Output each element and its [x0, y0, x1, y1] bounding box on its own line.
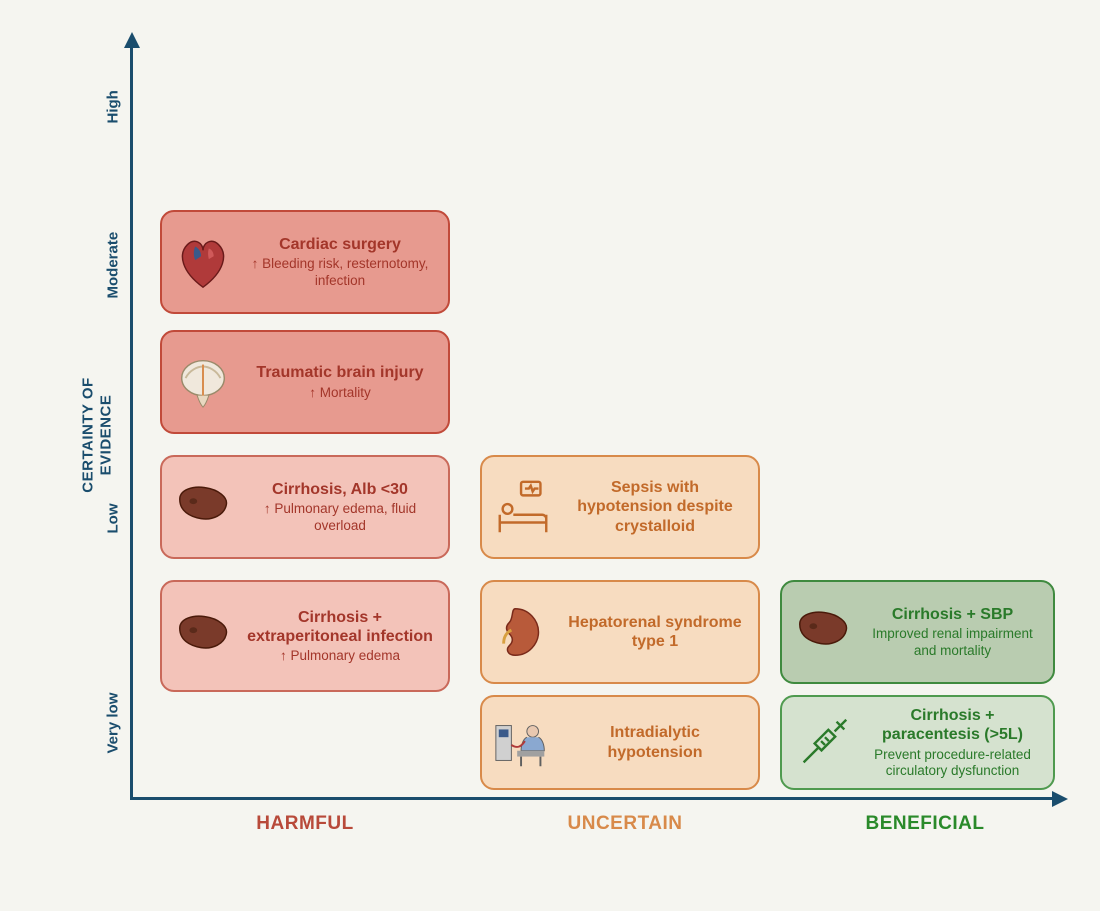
- x-axis-arrow-icon: [1052, 791, 1068, 807]
- card-intradialytic: Intradialytic hypotension: [480, 695, 760, 790]
- card-cirrhosis-alb: Cirrhosis, Alb <30 ↑ Pulmonary edema, fl…: [160, 455, 450, 559]
- card-paracentesis: Cirrhosis + paracentesis (>5L) Prevent p…: [780, 695, 1055, 790]
- syringe-icon: [792, 712, 854, 774]
- card-traumatic-brain-injury: Traumatic brain injury ↑ Mortality: [160, 330, 450, 434]
- card-cirrhosis-extraperitoneal: Cirrhosis + extraperitoneal infection ↑ …: [160, 580, 450, 692]
- card-title: Hepatorenal syndrome type 1: [562, 613, 748, 651]
- card-subtitle: Prevent procedure-related circulatory dy…: [862, 747, 1043, 779]
- card-title: Intradialytic hypotension: [562, 723, 748, 761]
- hospital-bed-icon: [492, 476, 554, 538]
- brain-icon: [172, 351, 234, 413]
- y-axis-title: CERTAINTY OF EVIDENCE: [80, 377, 116, 492]
- card-subtitle: Improved renal impairment and mortality: [862, 626, 1043, 658]
- card-title: Traumatic brain injury: [242, 363, 438, 382]
- liver-icon: [172, 605, 234, 667]
- x-tick-uncertain: UNCERTAIN: [568, 813, 683, 835]
- card-subtitle: ↑ Pulmonary edema: [242, 648, 438, 664]
- card-subtitle: ↑ Pulmonary edema, fluid overload: [242, 501, 438, 533]
- card-title: Cirrhosis + extraperitoneal infection: [242, 608, 438, 646]
- y-axis: [130, 40, 133, 800]
- card-subtitle: ↑ Bleeding risk, resternotomy, infection: [242, 256, 438, 288]
- kidney-icon: [492, 601, 554, 663]
- card-sepsis: Sepsis with hypotension despite crystall…: [480, 455, 760, 559]
- liver-icon: [172, 476, 234, 538]
- card-title: Cirrhosis + paracentesis (>5L): [862, 706, 1043, 744]
- y-axis-arrow-icon: [124, 32, 140, 48]
- x-tick-harmful: HARMFUL: [256, 813, 353, 835]
- card-hepatorenal: Hepatorenal syndrome type 1: [480, 580, 760, 684]
- y-tick-very-low: Very low: [105, 724, 122, 754]
- y-tick-high: High: [105, 94, 122, 124]
- heart-icon: [172, 231, 234, 293]
- y-tick-moderate: Moderate: [105, 269, 122, 299]
- card-title: Sepsis with hypotension despite crystall…: [562, 478, 748, 536]
- card-title: Cirrhosis + SBP: [862, 605, 1043, 624]
- dialysis-icon: [492, 712, 554, 774]
- card-subtitle: ↑ Mortality: [242, 385, 438, 401]
- x-axis: [130, 797, 1060, 800]
- card-cirrhosis-sbp: Cirrhosis + SBP Improved renal impairmen…: [780, 580, 1055, 684]
- liver-icon: [792, 601, 854, 663]
- card-title: Cirrhosis, Alb <30: [242, 480, 438, 499]
- chart-area: CERTAINTY OF EVIDENCE Very low Low Moder…: [80, 40, 1060, 830]
- y-tick-low: Low: [105, 504, 122, 534]
- x-tick-beneficial: BENEFICIAL: [866, 813, 985, 835]
- card-title: Cardiac surgery: [242, 235, 438, 254]
- card-cardiac-surgery: Cardiac surgery ↑ Bleeding risk, restern…: [160, 210, 450, 314]
